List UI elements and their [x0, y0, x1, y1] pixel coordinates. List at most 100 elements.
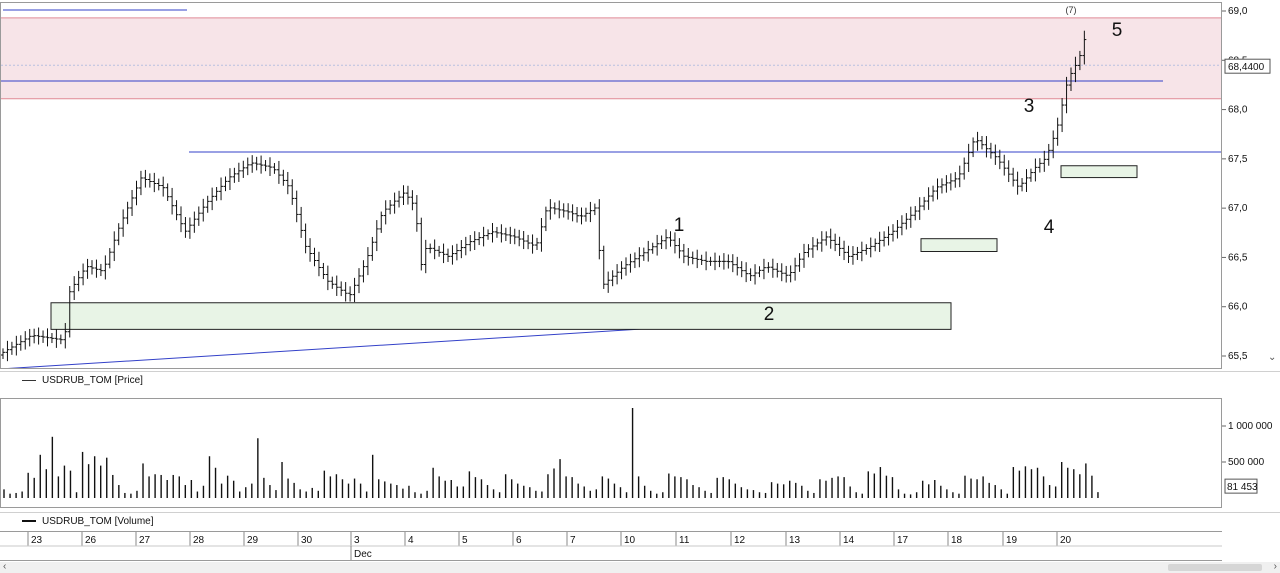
price-bar: [788, 265, 793, 283]
price-bar: [250, 155, 255, 173]
price-bar: [957, 165, 962, 188]
price-bar: [161, 176, 166, 197]
last-price-label: 68,4400: [1228, 62, 1265, 73]
date-label: 5: [462, 535, 468, 546]
price-bar: [343, 282, 348, 302]
price-bar: [241, 160, 246, 178]
price-bar: [1024, 169, 1029, 193]
price-bar: [214, 187, 219, 201]
price-bar: [259, 155, 264, 174]
date-label: 12: [734, 535, 746, 546]
last-volume-label: 81 453: [1227, 482, 1258, 493]
price-bar: [361, 260, 366, 283]
volume-chart-panel[interactable]: [0, 398, 1222, 508]
price-bar: [49, 333, 54, 344]
scroll-right-icon[interactable]: ›: [1273, 561, 1277, 572]
date-label: 14: [843, 535, 855, 546]
price-bar: [219, 177, 224, 201]
price-bar: [677, 238, 682, 259]
price-bar: [606, 271, 611, 293]
price-axis-svg: 69,068,568,067,567,066,566,065,568,4400: [1222, 6, 1271, 362]
price-bar: [908, 206, 913, 228]
price-bar: [397, 190, 402, 208]
price-bar: [365, 247, 370, 276]
price-bar: [891, 224, 895, 242]
price-axis-label: 66,5: [1228, 252, 1248, 263]
price-bar: [490, 223, 495, 243]
price-bar: [904, 213, 909, 230]
price-bar: [405, 185, 410, 205]
price-bar: [1015, 171, 1020, 195]
price-chart-panel[interactable]: 1 2 3 4 5 (7): [0, 2, 1222, 369]
price-bar: [512, 228, 517, 245]
price-axis-label: 69,0: [1228, 6, 1248, 17]
price-bar: [236, 162, 241, 182]
price-bar: [686, 248, 691, 266]
price-bar: [321, 262, 326, 280]
price-bar: [1002, 154, 1007, 176]
price-bar: [454, 243, 459, 261]
price-bar: [392, 192, 397, 214]
price-bar: [650, 242, 655, 254]
price-bar: [179, 206, 183, 233]
support-zone-box: [50, 302, 952, 330]
date-label: 4: [408, 535, 414, 546]
price-bar: [539, 217, 544, 252]
price-bar: [116, 223, 121, 246]
price-bar: [1051, 130, 1056, 159]
price-bar: [294, 190, 299, 223]
price-bar: [130, 189, 135, 216]
scroll-down-icon[interactable]: ⌄: [1268, 352, 1277, 363]
price-bar: [67, 286, 72, 338]
price-bar: [94, 259, 99, 278]
price-bar: [668, 231, 673, 247]
price-axis-label: 67,0: [1228, 203, 1248, 214]
price-bar: [917, 197, 922, 220]
price-bar: [886, 226, 891, 246]
price-bar: [757, 266, 762, 278]
price-bar: [655, 234, 660, 256]
price-bar: [646, 240, 651, 262]
price-bar: [579, 207, 584, 225]
price-bar: [735, 256, 740, 276]
price-bar: [268, 157, 272, 176]
price-axis-label: 67,5: [1228, 154, 1248, 165]
price-bar: [699, 254, 704, 265]
price-bar: [428, 243, 433, 254]
price-bar: [98, 263, 103, 277]
price-bar: [877, 231, 882, 253]
horizontal-scrollbar[interactable]: ‹ ›: [0, 561, 1280, 573]
volume-axis-label: 1 000 000: [1228, 421, 1273, 432]
price-bar: [125, 201, 130, 225]
price-bar: [196, 206, 201, 226]
volume-legend-swatch: [22, 520, 36, 523]
price-chart: 1 2 3 4 5 (7): [1, 5, 1221, 368]
price-bar: [374, 220, 379, 252]
price-bar: [459, 240, 464, 259]
scroll-left-icon[interactable]: ‹: [3, 561, 7, 572]
price-bar: [18, 335, 23, 351]
date-label: 20: [1060, 535, 1072, 546]
price-bar: [802, 243, 806, 268]
price-bar: [1046, 143, 1051, 166]
price-bar: [1042, 150, 1047, 172]
price-bar: [379, 211, 384, 233]
date-label: 27: [139, 535, 151, 546]
price-axis: 69,068,568,067,567,066,566,065,568,4400: [1222, 2, 1280, 369]
price-legend-label: USDRUB_TOM [Price]: [42, 375, 143, 386]
price-bar: [76, 270, 81, 292]
price-bar: [926, 187, 931, 210]
scrollbar-thumb[interactable]: [1168, 564, 1262, 571]
price-bar: [641, 247, 646, 261]
price-bar: [143, 169, 148, 188]
price-bar: [450, 245, 455, 265]
price-bar: [308, 238, 313, 262]
price-bar: [922, 196, 927, 211]
volume-axis-svg: 1 000 000 500 000 81 453: [1222, 421, 1273, 494]
price-bar: [1, 348, 5, 359]
price-bar: [414, 195, 419, 232]
price-bar: [864, 244, 869, 255]
price-bar: [152, 172, 157, 193]
price-bar: [575, 206, 580, 223]
price-bar: [624, 257, 628, 276]
